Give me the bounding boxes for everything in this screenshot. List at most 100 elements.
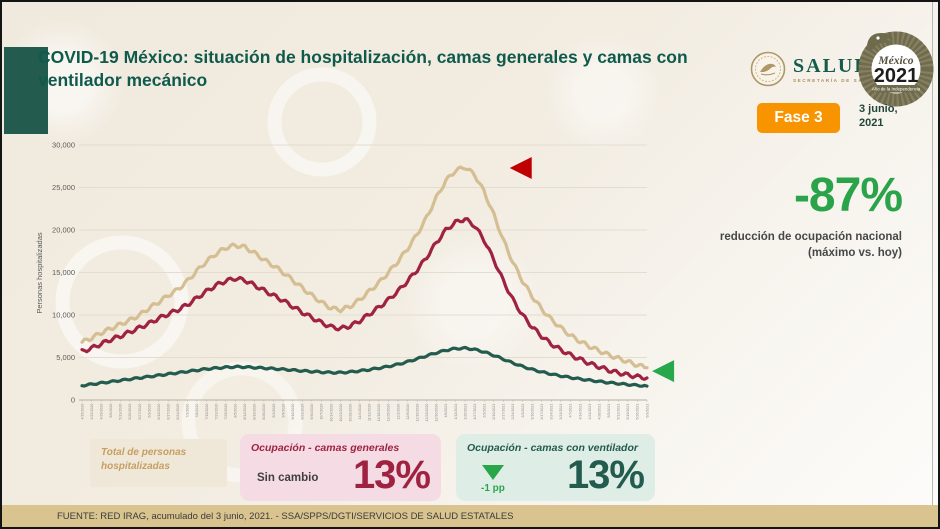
- svg-text:12/9/2020: 12/9/2020: [406, 404, 410, 420]
- svg-text:7/1/2020: 7/1/2020: [186, 404, 190, 418]
- svg-text:30,000: 30,000: [52, 141, 75, 150]
- report-date: 3 junio, 2021: [859, 103, 898, 130]
- svg-text:1/13/2021: 1/13/2021: [454, 404, 458, 420]
- svg-text:10,000: 10,000: [52, 311, 75, 320]
- svg-text:4/15/2020: 4/15/2020: [80, 404, 84, 420]
- svg-text:12/30/2020: 12/30/2020: [435, 404, 439, 422]
- svg-text:12/23/2020: 12/23/2020: [425, 404, 429, 422]
- svg-text:7/22/2020: 7/22/2020: [214, 404, 218, 420]
- legend-box-total: Total de personas hospitalizadas: [90, 439, 227, 487]
- svg-text:7/8/2020: 7/8/2020: [195, 404, 199, 418]
- footer-source-bar: FUENTE: RED IRAG, acumulado del 3 junio,…: [2, 505, 938, 527]
- kpi-value: -87%: [793, 169, 903, 222]
- svg-text:4/22/2020: 4/22/2020: [90, 404, 94, 420]
- x-axis-tick-labels: 4/15/2020 4/22/2020 4/29/2020 5/6/2020 5/13/…: [80, 400, 649, 422]
- title-accent-bar: [4, 47, 48, 134]
- svg-text:8/19/2020: 8/19/2020: [253, 404, 257, 420]
- svg-text:6/10/2020: 6/10/2020: [157, 404, 161, 420]
- camas-generales-value: 13%: [352, 453, 431, 497]
- y-axis-title: Personas hospitalizadas: [35, 232, 44, 314]
- svg-text:9/23/2020: 9/23/2020: [301, 404, 305, 420]
- camas-generales-change: Sin cambio: [257, 472, 319, 484]
- svg-text:3/31/2021: 3/31/2021: [559, 404, 563, 420]
- camas-ventilador-value: 13%: [566, 453, 645, 497]
- svg-text:10/28/2020: 10/28/2020: [348, 404, 352, 422]
- svg-text:6/17/2020: 6/17/2020: [166, 404, 170, 420]
- svg-text:3/17/2021: 3/17/2021: [540, 404, 544, 420]
- svg-text:5/27/2020: 5/27/2020: [138, 404, 142, 420]
- source-text: FUENTE: RED IRAG, acumulado del 3 junio,…: [57, 510, 514, 522]
- right-edge-divider: [932, 2, 933, 505]
- logo-2021-year: 2021: [874, 65, 919, 87]
- annotation-markers: [509, 156, 675, 383]
- svg-text:9/9/2020: 9/9/2020: [281, 404, 285, 418]
- gridlines-and-yticks: 0 5,000 10,000 15,000 20,000 25,000 30,000: [52, 141, 647, 405]
- data-series-lines: [80, 165, 649, 388]
- svg-text:2/24/2021: 2/24/2021: [511, 404, 515, 420]
- peak-marker-icon: [509, 156, 532, 179]
- mexico-2021-logo: México 2021 Año de la Independencia: [858, 31, 934, 107]
- decrease-triangle-icon: [481, 465, 504, 480]
- svg-text:9/16/2020: 9/16/2020: [291, 404, 295, 420]
- current-marker-icon: [652, 360, 675, 383]
- svg-text:10/7/2020: 10/7/2020: [320, 404, 324, 420]
- svg-text:9/2/2020: 9/2/2020: [272, 404, 276, 418]
- logo-2021-banner: Año de la Independencia: [872, 86, 921, 91]
- phase-badge: Fase 3: [757, 103, 840, 133]
- svg-text:20,000: 20,000: [52, 226, 75, 235]
- svg-text:12/2/2020: 12/2/2020: [396, 404, 400, 420]
- svg-text:11/11/2020: 11/11/2020: [368, 404, 372, 421]
- svg-text:1/27/2021: 1/27/2021: [473, 404, 477, 420]
- svg-text:1/6/2021: 1/6/2021: [444, 404, 448, 418]
- svg-text:4/29/2020: 4/29/2020: [99, 404, 103, 420]
- svg-text:11/25/2020: 11/25/2020: [387, 404, 391, 422]
- svg-text:15,000: 15,000: [52, 268, 75, 277]
- svg-text:5/20/2020: 5/20/2020: [128, 404, 132, 420]
- serpent-head: [867, 33, 893, 50]
- svg-text:5/12/2021: 5/12/2021: [617, 404, 621, 420]
- svg-text:6/3/2021: 6/3/2021: [645, 404, 649, 418]
- svg-text:8/5/2020: 8/5/2020: [234, 404, 238, 418]
- svg-text:10/21/2020: 10/21/2020: [339, 404, 343, 422]
- svg-text:5/6/2020: 5/6/2020: [109, 404, 113, 418]
- salud-seal-icon: [750, 51, 786, 87]
- logo-2021-script: México: [877, 55, 913, 67]
- svg-text:3/10/2021: 3/10/2021: [530, 404, 534, 420]
- salud-subtitle: SECRETARÍA DE SALUD: [793, 77, 878, 83]
- svg-text:7/29/2020: 7/29/2020: [224, 404, 228, 420]
- svg-text:5/19/2021: 5/19/2021: [626, 404, 630, 420]
- svg-text:5/5/2021: 5/5/2021: [607, 404, 611, 418]
- svg-text:2/10/2021: 2/10/2021: [492, 404, 496, 420]
- svg-text:3/3/2021: 3/3/2021: [521, 404, 525, 418]
- svg-text:8/26/2020: 8/26/2020: [262, 404, 266, 420]
- svg-text:8/12/2020: 8/12/2020: [243, 404, 247, 420]
- svg-text:6/24/2020: 6/24/2020: [176, 404, 180, 420]
- hospitalization-line-chart: Personas hospitalizadas 0 5,000 10,000 15,0…: [35, 141, 675, 422]
- svg-text:5,000: 5,000: [56, 353, 75, 362]
- legend-box-camas-ventilador: Ocupación - camas con ventilador -1 pp 1…: [456, 434, 655, 501]
- svg-text:25,000: 25,000: [52, 183, 75, 192]
- svg-text:11/4/2020: 11/4/2020: [358, 404, 362, 420]
- kpi-national-reduction: -87% reducción de ocupación nacional (má…: [622, 169, 903, 261]
- svg-text:4/21/2021: 4/21/2021: [588, 404, 592, 420]
- svg-text:9/30/2020: 9/30/2020: [310, 404, 314, 420]
- camas-ventilador-change: -1 pp: [481, 483, 505, 494]
- svg-text:11/18/2020: 11/18/2020: [377, 404, 381, 422]
- legend-box-camas-generales: Ocupación - camas generales Sin cambio 1…: [240, 434, 441, 501]
- svg-text:4/7/2021: 4/7/2021: [569, 404, 573, 418]
- kpi-caption: reducción de ocupación nacional (máximo …: [719, 231, 902, 259]
- svg-text:3/24/2021: 3/24/2021: [550, 404, 554, 420]
- svg-text:4/14/2021: 4/14/2021: [578, 404, 582, 420]
- series-line-1: [80, 217, 649, 381]
- camas-generales-title: Ocupación - camas generales: [251, 442, 400, 454]
- svg-text:5/13/2020: 5/13/2020: [119, 404, 123, 420]
- salud-wordmark: SALUD: [793, 54, 871, 77]
- series-line-0: [80, 165, 649, 370]
- page-title: COVID-19 México: situación de hospitaliz…: [38, 47, 688, 90]
- svg-text:1/20/2021: 1/20/2021: [463, 404, 467, 420]
- svg-text:5/26/2021: 5/26/2021: [636, 404, 640, 420]
- camas-ventilador-title: Ocupación - camas con ventilador: [467, 442, 638, 454]
- svg-text:7/15/2020: 7/15/2020: [205, 404, 209, 420]
- svg-text:2/3/2021: 2/3/2021: [483, 404, 487, 418]
